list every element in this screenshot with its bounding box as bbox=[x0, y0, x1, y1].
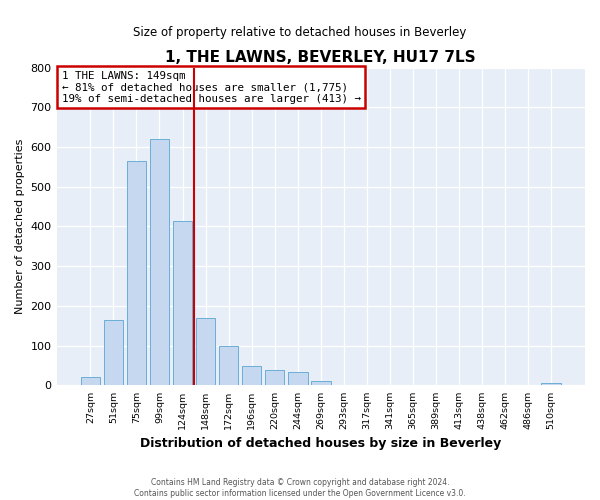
Bar bbox=[242, 366, 262, 386]
Y-axis label: Number of detached properties: Number of detached properties bbox=[15, 139, 25, 314]
Text: 1 THE LAWNS: 149sqm
← 81% of detached houses are smaller (1,775)
19% of semi-det: 1 THE LAWNS: 149sqm ← 81% of detached ho… bbox=[62, 70, 361, 104]
Title: 1, THE LAWNS, BEVERLEY, HU17 7LS: 1, THE LAWNS, BEVERLEY, HU17 7LS bbox=[166, 50, 476, 65]
X-axis label: Distribution of detached houses by size in Beverley: Distribution of detached houses by size … bbox=[140, 437, 502, 450]
Text: Size of property relative to detached houses in Beverley: Size of property relative to detached ho… bbox=[133, 26, 467, 39]
Bar bbox=[127, 161, 146, 386]
Bar bbox=[288, 372, 308, 386]
Bar bbox=[173, 220, 193, 386]
Bar bbox=[219, 346, 238, 386]
Bar bbox=[80, 378, 100, 386]
Bar bbox=[104, 320, 123, 386]
Bar bbox=[196, 318, 215, 386]
Bar bbox=[265, 370, 284, 386]
Bar bbox=[311, 380, 331, 386]
Bar bbox=[541, 382, 561, 386]
Bar bbox=[149, 139, 169, 386]
Text: Contains HM Land Registry data © Crown copyright and database right 2024.
Contai: Contains HM Land Registry data © Crown c… bbox=[134, 478, 466, 498]
